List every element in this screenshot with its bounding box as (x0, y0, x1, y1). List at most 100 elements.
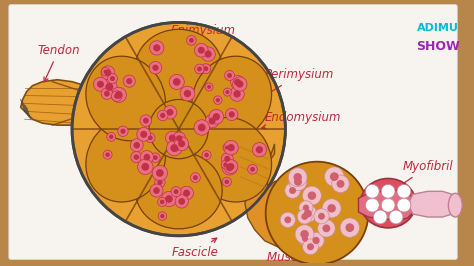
Ellipse shape (448, 193, 462, 217)
Circle shape (115, 91, 123, 99)
Circle shape (157, 180, 163, 185)
Text: Epimysium: Epimysium (171, 24, 236, 72)
Circle shape (228, 144, 235, 151)
Circle shape (118, 126, 128, 136)
Circle shape (140, 151, 154, 164)
Circle shape (176, 135, 182, 142)
Circle shape (221, 153, 233, 165)
Circle shape (302, 239, 319, 255)
Circle shape (141, 163, 149, 171)
Circle shape (180, 186, 193, 200)
Circle shape (189, 38, 194, 43)
Circle shape (156, 169, 164, 177)
Circle shape (110, 76, 115, 81)
Circle shape (222, 177, 231, 186)
Circle shape (234, 79, 241, 86)
Circle shape (389, 210, 403, 224)
Circle shape (230, 75, 245, 89)
Circle shape (178, 198, 185, 205)
Circle shape (93, 77, 108, 91)
Circle shape (297, 209, 312, 224)
Circle shape (222, 160, 237, 175)
Circle shape (97, 81, 104, 88)
Circle shape (103, 70, 108, 74)
Circle shape (195, 64, 204, 74)
Circle shape (120, 129, 126, 134)
Circle shape (289, 187, 296, 194)
Circle shape (164, 106, 177, 119)
FancyBboxPatch shape (9, 5, 457, 259)
Polygon shape (201, 144, 348, 252)
Circle shape (150, 41, 164, 55)
Circle shape (322, 225, 330, 232)
Circle shape (228, 163, 235, 170)
Circle shape (130, 139, 143, 152)
Circle shape (170, 144, 178, 152)
Circle shape (223, 163, 228, 167)
Circle shape (105, 83, 113, 91)
Circle shape (340, 218, 359, 237)
Circle shape (365, 198, 379, 212)
Circle shape (308, 191, 316, 200)
Circle shape (202, 151, 211, 160)
Circle shape (126, 78, 132, 84)
Circle shape (185, 92, 190, 97)
Ellipse shape (192, 56, 272, 141)
Circle shape (143, 118, 149, 123)
Polygon shape (21, 80, 117, 125)
Circle shape (228, 111, 235, 118)
Circle shape (140, 115, 152, 126)
Polygon shape (111, 76, 274, 188)
Circle shape (223, 88, 231, 96)
Circle shape (381, 198, 395, 212)
Circle shape (134, 154, 139, 160)
Circle shape (146, 133, 155, 143)
Circle shape (169, 135, 176, 142)
Circle shape (137, 127, 151, 141)
Circle shape (109, 135, 113, 139)
Text: SHOW: SHOW (416, 40, 459, 53)
Circle shape (233, 90, 241, 98)
Circle shape (252, 143, 266, 157)
Circle shape (148, 135, 153, 140)
Circle shape (289, 173, 307, 191)
Circle shape (193, 175, 198, 180)
Circle shape (166, 140, 182, 156)
Circle shape (223, 144, 231, 152)
Circle shape (374, 210, 387, 224)
Circle shape (101, 88, 113, 99)
Circle shape (108, 74, 118, 84)
Ellipse shape (135, 152, 222, 229)
Circle shape (111, 91, 122, 101)
Circle shape (204, 153, 209, 157)
Circle shape (295, 225, 314, 244)
Circle shape (381, 184, 395, 198)
Circle shape (198, 47, 205, 54)
Circle shape (318, 220, 335, 237)
Circle shape (160, 200, 164, 204)
Circle shape (158, 197, 167, 206)
Circle shape (213, 113, 220, 120)
Circle shape (322, 199, 341, 218)
Circle shape (298, 232, 311, 246)
Circle shape (226, 108, 238, 120)
Circle shape (149, 61, 162, 74)
Ellipse shape (360, 178, 416, 228)
Circle shape (153, 187, 160, 194)
Circle shape (397, 198, 411, 212)
Circle shape (226, 164, 234, 171)
Circle shape (346, 223, 354, 232)
Circle shape (318, 213, 325, 220)
Circle shape (101, 79, 117, 95)
Circle shape (131, 152, 142, 163)
Circle shape (160, 113, 165, 118)
Ellipse shape (86, 117, 165, 202)
Circle shape (152, 65, 159, 71)
Circle shape (111, 87, 127, 102)
Circle shape (152, 165, 168, 181)
Circle shape (250, 167, 255, 172)
Circle shape (72, 22, 285, 236)
Circle shape (236, 81, 244, 88)
Text: Fascicle: Fascicle (172, 238, 219, 259)
Circle shape (209, 109, 224, 124)
